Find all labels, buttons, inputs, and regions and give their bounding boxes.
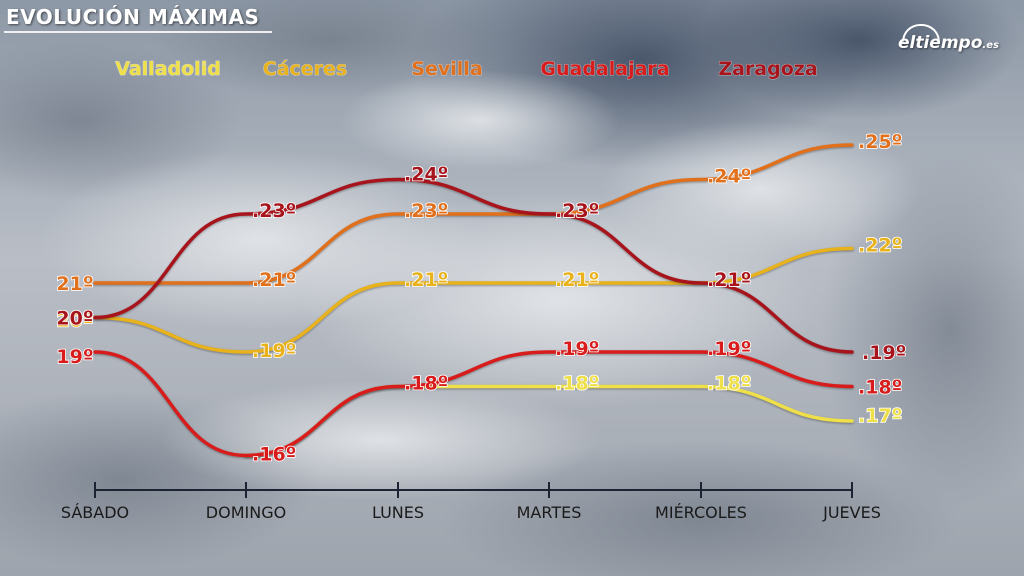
value-label-sevilla-domingo: .21º: [252, 269, 296, 291]
value-label-guadalajara-domingo: .16º: [252, 444, 296, 466]
series-line-valladolid: [244, 384, 854, 458]
value-label-sevilla-lunes: .23º: [404, 200, 448, 222]
value-label-caceres-martes: .21º: [555, 269, 599, 291]
legend-entry-guadalajara: Guadalajara: [540, 58, 669, 80]
x-tick-label-sabado: SÁBADO: [61, 503, 129, 522]
x-tick-label-martes: MARTES: [517, 503, 582, 522]
series-line-caceres: [93, 246, 854, 354]
value-label-zaragoza-domingo: .23º: [252, 200, 296, 222]
value-label-guadalajara-jueves: .18º: [858, 377, 902, 399]
legend-entry-caceres: Cáceres: [263, 58, 347, 80]
legend-entry-zaragoza: Zaragoza: [718, 58, 817, 80]
value-label-guadalajara-lunes: .18º: [404, 373, 448, 395]
series-line-sevilla: [93, 143, 854, 285]
logo-text: eltiempo.es: [898, 33, 999, 53]
x-tick-label-jueves: JUEVES: [822, 503, 881, 522]
legend-entry-sevilla: Sevilla: [411, 58, 482, 80]
value-label-valladolid-martes: .18º: [555, 373, 599, 395]
value-label-zaragoza-martes: .23º: [555, 200, 599, 222]
x-axis: SÁBADO DOMINGO LUNES MARTES MIÉRCOLES JUEVES: [61, 482, 881, 522]
title-underline: [4, 31, 272, 33]
value-label-caceres-lunes: .21º: [404, 269, 448, 291]
legend: Valladolid Cáceres Sevilla Guadalajara Zarag…: [115, 58, 818, 81]
value-label-sevilla-jueves: .25º: [858, 131, 902, 153]
value-label-zaragoza-sabado: 20º: [56, 308, 93, 330]
value-label-valladolid-miercoles: .18º: [707, 373, 751, 395]
x-tick-label-lunes: LUNES: [372, 503, 424, 522]
value-label-sevilla-martes: .23º: [555, 200, 599, 222]
value-label-guadalajara-miercoles: .19º: [707, 338, 751, 360]
legend-entry-valladolid: Valladolid: [115, 58, 221, 80]
value-label-sevilla-sabado: 21º: [56, 273, 93, 295]
value-label-caceres-jueves: .22º: [858, 235, 902, 257]
series-line-zaragoza: [93, 177, 854, 354]
value-label-guadalajara-sabado: 19º: [56, 346, 93, 368]
value-label-guadalajara-martes: .19º: [555, 338, 599, 360]
series-lines: [93, 143, 854, 458]
value-label-zaragoza-jueves: .19º: [862, 342, 906, 364]
value-label-valladolid-jueves: .17º: [858, 405, 902, 427]
series-line-guadalajara: [93, 350, 854, 458]
chart-title: EVOLUCIÓN MÁXIMAS: [6, 5, 260, 29]
value-label-zaragoza-lunes: .24º: [404, 164, 448, 186]
x-tick-label-miercoles: MIÉRCOLES: [655, 503, 747, 522]
value-label-zaragoza-miercoles: .21º: [707, 269, 751, 291]
value-labels: .18º .18º .17º 20º .19º .21º .21º .21º .22º 21º .2…: [56, 130, 908, 466]
x-tick-label-domingo: DOMINGO: [206, 503, 286, 522]
value-label-caceres-sabado: 20º: [56, 310, 93, 332]
value-label-caceres-miercoles: .21º: [707, 269, 751, 291]
value-label-caceres-domingo: .19º: [252, 340, 296, 362]
value-label-sevilla-miercoles: .24º: [707, 166, 751, 188]
